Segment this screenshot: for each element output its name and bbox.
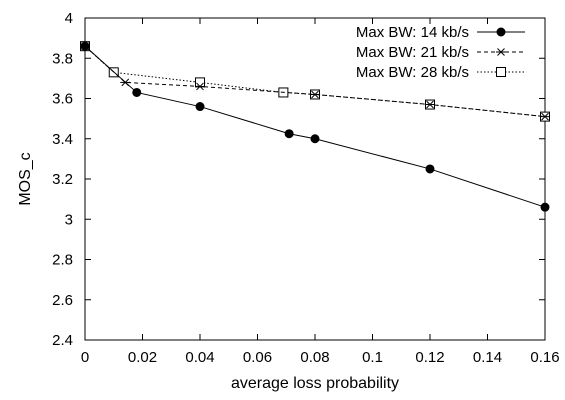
legend-label: Max BW: 21 kb/s	[356, 44, 469, 61]
x-tick-label: 0.06	[243, 349, 272, 366]
x-tick-label: 0	[81, 349, 89, 366]
data-point	[80, 41, 90, 51]
data-point	[425, 100, 435, 109]
legend-marker	[496, 67, 506, 77]
series-2	[80, 42, 550, 121]
y-tick-label: 2.4	[52, 332, 73, 349]
y-tick-label: 3.8	[52, 50, 73, 67]
data-point-stroke	[196, 82, 204, 91]
data-point	[195, 102, 205, 112]
y-tick-label: 3	[65, 211, 73, 228]
x-tick-label: 0.1	[362, 349, 383, 366]
y-tick-label: 3.6	[52, 91, 73, 108]
data-point	[195, 82, 205, 91]
legend-label: Max BW: 28 kb/s	[356, 64, 469, 81]
x-tick-label: 0.08	[300, 349, 329, 366]
data-point	[540, 112, 550, 121]
data-point	[425, 164, 435, 174]
y-tick-label: 3.2	[52, 171, 73, 188]
y-axis-label: MOS_c	[17, 152, 34, 205]
x-tick-label: 0.04	[185, 349, 214, 366]
y-tick-label: 2.6	[52, 292, 73, 309]
legend-entry: Max BW: 21 kb/s	[356, 44, 525, 61]
y-tick-label: 4	[65, 10, 73, 27]
legend-entry: Max BW: 28 kb/s	[356, 64, 525, 81]
legend-label: Max BW: 14 kb/s	[356, 24, 469, 41]
x-tick-label: 0.02	[128, 349, 157, 366]
series-1	[80, 41, 550, 212]
data-point	[540, 202, 550, 212]
series-line	[84, 45, 546, 118]
data-point	[195, 77, 205, 88]
data-point-stroke	[426, 100, 434, 109]
legend-marker	[496, 48, 506, 56]
data-point	[310, 134, 320, 144]
data-point-stroke	[541, 112, 549, 121]
data-point	[132, 87, 142, 97]
legend-marker-stroke	[497, 48, 505, 56]
x-tick-label: 0.16	[530, 349, 559, 366]
legend-marker	[496, 27, 506, 37]
series-line	[84, 45, 546, 208]
plot-area: 0 0.02 0.04 0.06 0.08 0.1 0.12 0.14 0.16 2.4 2.6 2.…	[52, 10, 559, 366]
series-line	[84, 45, 546, 118]
legend: Max BW: 14 kb/s Max BW: 21 kb/s Max BW: 28…	[356, 24, 525, 81]
legend-entry: Max BW: 14 kb/s	[356, 24, 525, 41]
y-tick-label: 3.4	[52, 131, 73, 148]
data-point-stroke	[311, 90, 319, 99]
data-point	[284, 129, 294, 139]
data-point	[310, 90, 320, 99]
plot-frame	[84, 17, 546, 341]
x-tick-label: 0.14	[473, 349, 502, 366]
x-axis-label: average loss probability	[231, 375, 399, 392]
y-tick-label: 2.8	[52, 252, 73, 269]
x-tick-label: 0.12	[415, 349, 444, 366]
